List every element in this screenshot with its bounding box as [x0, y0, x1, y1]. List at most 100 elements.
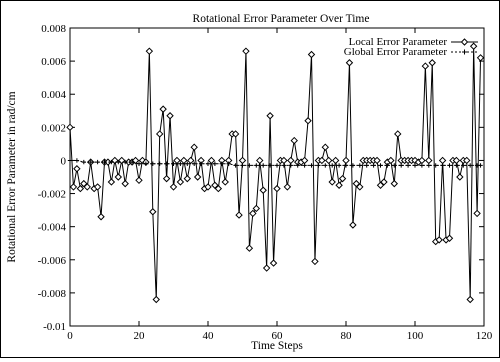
data-point-global	[178, 161, 183, 166]
data-point-global	[288, 163, 293, 168]
data-point-global	[433, 163, 438, 168]
legend-label-global: Global Error Parameter	[344, 46, 448, 58]
data-point-global	[478, 163, 483, 168]
data-point-local	[376, 181, 385, 189]
data-point-local	[149, 208, 157, 216]
data-point-local	[311, 257, 319, 266]
legend-marker-local	[460, 38, 469, 46]
data-point-local	[390, 179, 399, 188]
data-point-local	[331, 156, 340, 165]
data-point-local	[456, 173, 464, 181]
data-point-local	[469, 42, 478, 50]
data-point-local	[283, 183, 292, 191]
data-point-global	[192, 161, 197, 166]
data-point-global	[405, 163, 411, 168]
data-point-global	[136, 161, 142, 166]
data-point-local	[190, 143, 198, 151]
data-point-local	[145, 47, 154, 55]
data-point-local	[287, 156, 295, 165]
data-point-local	[421, 62, 430, 70]
data-point-local	[211, 181, 219, 189]
data-point-global	[350, 163, 356, 168]
data-point-local	[93, 183, 102, 191]
plot-area	[69, 27, 485, 327]
legend-marker-global	[462, 49, 467, 55]
data-point-local	[169, 183, 178, 191]
data-point-global	[95, 159, 100, 165]
data-point-global	[212, 161, 218, 166]
data-point-local	[342, 156, 350, 165]
data-point-global	[274, 163, 280, 168]
data-point-local	[262, 264, 271, 272]
data-point-global	[205, 161, 211, 166]
data-point-local	[69, 183, 78, 191]
data-point-local	[76, 184, 85, 193]
data-point-local	[335, 181, 343, 189]
data-point-global	[323, 163, 328, 168]
y-tick-label: -0.006	[38, 255, 67, 267]
data-point-global	[157, 161, 162, 166]
data-point-global	[150, 161, 155, 166]
data-point-local	[307, 50, 316, 59]
data-point-global	[185, 161, 190, 166]
data-point-local	[352, 179, 361, 188]
data-point-local	[325, 156, 333, 165]
data-point-local	[445, 234, 454, 242]
data-point-global	[419, 163, 425, 168]
y-tick-label: 0.004	[41, 89, 66, 101]
x-tick-label: 100	[407, 330, 424, 342]
y-tick-label: -0.008	[38, 288, 67, 300]
data-point-global	[254, 163, 259, 168]
x-tick-label: 40	[203, 330, 215, 342]
data-point-local	[242, 47, 250, 55]
data-point-local	[214, 184, 223, 193]
data-point-local	[80, 179, 88, 188]
data-point-global	[102, 159, 107, 165]
data-point-local	[187, 156, 195, 165]
data-point-local	[204, 183, 212, 191]
data-point-local	[245, 244, 254, 252]
data-point-local	[155, 130, 164, 138]
y-tick-label: 0.002	[41, 122, 66, 134]
data-point-local	[463, 156, 471, 165]
data-point-global	[123, 159, 128, 165]
data-point-local	[135, 176, 143, 185]
data-point-local	[180, 156, 188, 165]
data-point-local	[356, 183, 364, 191]
data-point-global	[198, 161, 204, 166]
data-point-local	[176, 178, 185, 186]
data-point-global	[88, 159, 93, 165]
data-point-local	[256, 156, 264, 165]
y-tick-label: 0.006	[41, 56, 66, 68]
data-point-global	[426, 163, 431, 168]
data-point-global	[302, 163, 307, 168]
legend-label-local: Local Error Parameter	[349, 36, 448, 48]
data-point-local	[435, 236, 443, 244]
data-point-global	[261, 163, 266, 168]
data-point-local	[104, 158, 112, 166]
data-point-local	[266, 112, 274, 120]
data-point-global	[81, 159, 86, 165]
data-point-local	[183, 174, 192, 183]
data-point-local	[394, 130, 402, 138]
data-point-global	[468, 163, 473, 168]
data-point-global	[74, 158, 80, 163]
data-point-local	[231, 130, 240, 138]
data-point-global	[378, 163, 383, 168]
data-point-local	[321, 143, 330, 151]
data-point-global	[385, 163, 390, 168]
data-point-local	[428, 59, 436, 67]
data-point-global	[143, 161, 149, 166]
data-point-local	[238, 156, 247, 165]
data-point-local	[166, 112, 174, 120]
data-point-global	[454, 163, 459, 168]
x-tick-label: 60	[272, 330, 284, 342]
y-tick-label: 0	[61, 155, 67, 167]
y-axis-label: Rotational Error Parameter in rad/cm	[6, 91, 18, 262]
data-point-local	[97, 213, 105, 221]
data-point-global	[371, 163, 376, 168]
data-point-local	[425, 156, 433, 165]
data-point-local	[476, 54, 485, 62]
data-point-local	[473, 209, 481, 218]
